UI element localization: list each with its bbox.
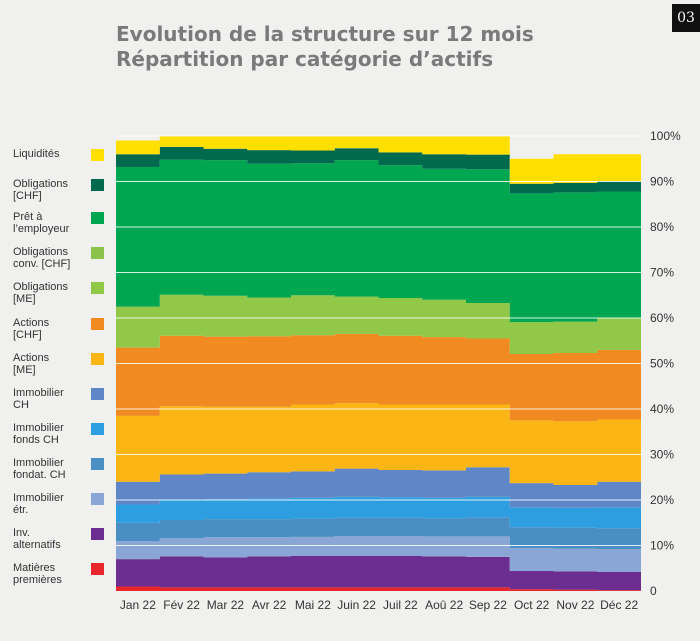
chart-title: Evolution de la structure sur 12 mois Ré… bbox=[116, 22, 534, 72]
x-tick-label: Déc 22 bbox=[600, 598, 638, 612]
legend-label: Immobilier étr. bbox=[13, 492, 64, 516]
page-number-badge: 03 bbox=[672, 4, 700, 32]
series-area-6 bbox=[116, 403, 641, 485]
y-tick-label: 80% bbox=[650, 220, 674, 234]
legend-label: Inv. alternatifs bbox=[13, 527, 61, 551]
legend-swatch bbox=[91, 423, 104, 435]
legend-swatch bbox=[91, 212, 104, 224]
x-tick-label: Mar 22 bbox=[207, 598, 245, 612]
y-tick-label: 70% bbox=[650, 266, 674, 280]
legend-label: Immobilier fondat. CH bbox=[13, 457, 66, 481]
legend-label: Actions [ME] bbox=[13, 352, 50, 376]
legend-label: Obligations [CHF] bbox=[13, 178, 69, 202]
y-tick-label: 90% bbox=[650, 175, 674, 189]
x-tick-label: Avr 22 bbox=[252, 598, 287, 612]
series-area-12 bbox=[116, 136, 641, 184]
y-tick-label: 100% bbox=[650, 129, 681, 143]
legend-swatch bbox=[91, 179, 104, 191]
x-tick-label: Mai 22 bbox=[295, 598, 331, 612]
y-tick-label: 10% bbox=[650, 539, 674, 553]
legend-swatch bbox=[91, 493, 104, 505]
legend-swatch bbox=[91, 388, 104, 400]
x-tick-label: Juil 22 bbox=[383, 598, 418, 612]
x-tick-label: Juin 22 bbox=[337, 598, 376, 612]
series-area-7 bbox=[116, 333, 641, 422]
legend-label: Prêt à l’employeur bbox=[13, 211, 70, 235]
chart-legend: Liquidités Obligations [CHF] Prêt à l’employ… bbox=[0, 0, 110, 641]
legend-swatch bbox=[91, 247, 104, 259]
x-tick-label: Aoû 22 bbox=[425, 598, 463, 612]
chart-title-line-2: Répartition par catégorie d’actifs bbox=[116, 47, 494, 71]
series-area-10 bbox=[116, 159, 641, 323]
chart-title-line-1: Evolution de la structure sur 12 mois bbox=[116, 22, 534, 46]
legend-swatch bbox=[91, 563, 104, 575]
legend-swatch bbox=[91, 528, 104, 540]
legend-label: Obligations conv. [CHF] bbox=[13, 246, 71, 270]
legend-swatch bbox=[91, 318, 104, 330]
x-tick-label: Oct 22 bbox=[514, 598, 550, 612]
y-tick-label: 50% bbox=[650, 357, 674, 371]
legend-label: Matières premières bbox=[13, 562, 62, 586]
legend-label: Obligations [ME] bbox=[13, 281, 69, 305]
y-tick-label: 20% bbox=[650, 493, 674, 507]
legend-label: Actions [CHF] bbox=[13, 317, 50, 341]
legend-label: Liquidités bbox=[13, 148, 60, 160]
y-tick-label: 30% bbox=[650, 448, 674, 462]
x-tick-label: Sep 22 bbox=[469, 598, 507, 612]
x-tick-label: Jan 22 bbox=[120, 598, 156, 612]
y-tick-label: 0 bbox=[650, 584, 657, 598]
legend-swatch bbox=[91, 458, 104, 470]
legend-swatch bbox=[91, 353, 104, 365]
y-tick-label: 60% bbox=[650, 311, 674, 325]
y-tick-label: 40% bbox=[650, 402, 674, 416]
legend-swatch bbox=[91, 149, 104, 161]
legend-label: Immobilier CH bbox=[13, 387, 64, 411]
legend-swatch bbox=[91, 282, 104, 294]
x-tick-label: Nov 22 bbox=[556, 598, 594, 612]
legend-label: Immobilier fonds CH bbox=[13, 422, 64, 446]
x-tick-label: Fév 22 bbox=[163, 598, 200, 612]
series-area-11 bbox=[116, 146, 641, 194]
